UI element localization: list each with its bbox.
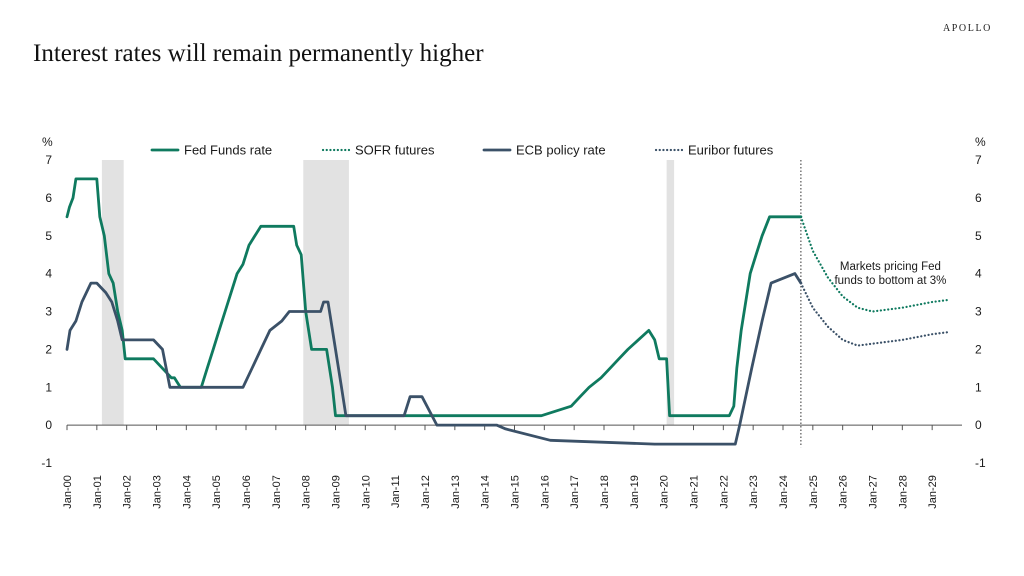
x-tick-label: Jan-05 bbox=[211, 475, 223, 509]
x-tick-label: Jan-02 bbox=[122, 475, 134, 509]
x-tick-label: Jan-28 bbox=[897, 475, 909, 509]
x-tick-label: Jan-03 bbox=[152, 475, 164, 509]
x-tick-label: Jan-01 bbox=[92, 475, 104, 509]
legend-label-2: ECB policy rate bbox=[516, 143, 606, 158]
series-line-3 bbox=[799, 282, 949, 347]
y-unit-right: % bbox=[975, 135, 986, 149]
legend-label-0: Fed Funds rate bbox=[184, 143, 272, 158]
x-tick-label: Jan-10 bbox=[360, 475, 372, 509]
y-tick-left: 7 bbox=[45, 153, 52, 167]
x-tick-label: Jan-20 bbox=[659, 475, 671, 509]
x-tick-label: Jan-14 bbox=[480, 475, 492, 509]
y-tick-left: 5 bbox=[45, 229, 52, 243]
y-tick-right: 2 bbox=[975, 342, 982, 356]
x-tick-label: Jan-22 bbox=[718, 475, 730, 509]
x-tick-label: Jan-17 bbox=[569, 475, 581, 509]
y-tick-right: 5 bbox=[975, 229, 982, 243]
x-tick-label: Jan-06 bbox=[241, 475, 253, 509]
y-tick-left: 0 bbox=[45, 418, 52, 432]
x-tick-label: Jan-21 bbox=[689, 475, 701, 509]
y-tick-right: 6 bbox=[975, 191, 982, 205]
x-tick-label: Jan-27 bbox=[868, 475, 880, 509]
x-tick-label: Jan-07 bbox=[271, 475, 283, 509]
y-tick-right: -1 bbox=[975, 456, 986, 470]
y-tick-left: 2 bbox=[45, 342, 52, 356]
x-tick-label: Jan-13 bbox=[450, 475, 462, 509]
x-tick-label: Jan-12 bbox=[420, 475, 432, 509]
y-tick-left: 6 bbox=[45, 191, 52, 205]
y-tick-right: 3 bbox=[975, 305, 982, 319]
x-tick-label: Jan-26 bbox=[838, 475, 850, 509]
x-tick-label: Jan-29 bbox=[927, 475, 939, 509]
y-unit-left: % bbox=[42, 135, 53, 149]
series-line-0 bbox=[65, 177, 803, 418]
y-tick-left: 1 bbox=[45, 380, 52, 394]
recession-shading bbox=[101, 160, 675, 426]
x-tick-label: Jan-00 bbox=[62, 475, 74, 509]
series-line-2 bbox=[65, 272, 803, 446]
x-tick-label: Jan-19 bbox=[629, 475, 641, 509]
x-tick-label: Jan-15 bbox=[510, 475, 522, 509]
chart-title: Interest rates will remain permanently h… bbox=[33, 40, 484, 67]
x-tick-label: Jan-11 bbox=[390, 475, 402, 508]
legend-label-1: SOFR futures bbox=[355, 143, 435, 158]
x-tick-label: Jan-24 bbox=[778, 475, 790, 509]
series-lines bbox=[65, 177, 949, 446]
legend-label-3: Euribor futures bbox=[688, 143, 774, 158]
x-tick-label: Jan-18 bbox=[599, 475, 611, 509]
y-tick-left: 3 bbox=[45, 305, 52, 319]
x-tick-label: Jan-25 bbox=[808, 475, 820, 509]
annotation-text-line: Markets pricing Fed bbox=[840, 261, 941, 273]
y-tick-right: 0 bbox=[975, 418, 982, 432]
y-tick-right: 1 bbox=[975, 380, 982, 394]
recession-band-0 bbox=[101, 160, 124, 426]
annotation: Markets pricing Fed funds to bottom at 3% bbox=[834, 261, 946, 287]
y-tick-left: -1 bbox=[41, 456, 52, 470]
y-tick-right: 7 bbox=[975, 153, 982, 167]
axes: -1 -1 0 0 1 1 2 2 3 3 4 4 5 5 6 6 7 7% % Jan-00 Jan-01 Jan-02… bbox=[41, 135, 986, 509]
x-tick-label: Jan-16 bbox=[539, 475, 551, 509]
legend: Fed Funds rate SOFR futures ECB policy rat… bbox=[150, 143, 774, 158]
x-tick-label: Jan-09 bbox=[331, 475, 343, 509]
y-tick-left: 4 bbox=[45, 267, 52, 281]
x-tick-label: Jan-23 bbox=[748, 475, 760, 509]
x-tick-label: Jan-08 bbox=[301, 475, 313, 509]
annotation-text-line: funds to bottom at 3% bbox=[834, 275, 946, 287]
y-tick-right: 4 bbox=[975, 267, 982, 281]
brand-logo: APOLLO bbox=[942, 23, 992, 34]
recession-band-2 bbox=[666, 160, 675, 426]
x-tick-label: Jan-04 bbox=[181, 475, 193, 509]
